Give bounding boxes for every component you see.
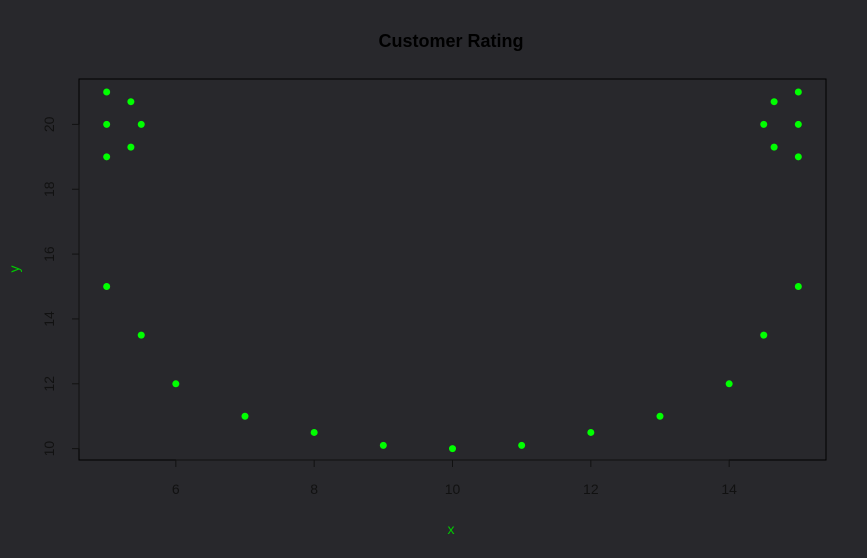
y-axis: 10 12 14 16 18 20 [41,116,80,457]
data-point [127,98,135,106]
data-point [379,441,387,449]
data-point [103,153,111,161]
x-tick-label: 6 [172,481,180,497]
y-tick-label: 18 [41,181,57,197]
y-tick-label: 12 [41,376,57,392]
y-axis-label: y [6,266,22,273]
data-point [794,88,802,96]
data-point [310,428,318,436]
data-point [770,98,778,106]
data-point [770,143,778,151]
data-point [103,88,111,96]
data-point [794,120,802,128]
data-point [760,120,768,128]
x-tick-label: 14 [721,481,737,497]
y-tick-label: 20 [41,116,57,132]
data-point [587,428,595,436]
data-point [656,412,664,420]
data-point [725,380,733,388]
x-tick-label: 8 [310,481,318,497]
data-point [103,283,111,291]
x-axis-label: x [448,521,455,537]
x-tick-label: 12 [583,481,599,497]
data-point [794,153,802,161]
data-point [137,120,145,128]
chart-title: Customer Rating [378,31,523,51]
data-point [137,331,145,339]
data-point [172,380,180,388]
data-point [241,412,249,420]
data-point [127,143,135,151]
data-point [794,283,802,291]
x-tick-label: 10 [445,481,461,497]
data-point [103,120,111,128]
y-tick-label: 16 [41,246,57,262]
data-point [449,445,456,453]
data-point [760,331,768,339]
x-axis: 6 8 10 12 14 [172,459,737,497]
y-tick-label: 14 [41,311,57,327]
data-points [103,88,802,453]
data-point [518,441,526,449]
y-tick-label: 10 [41,441,57,457]
